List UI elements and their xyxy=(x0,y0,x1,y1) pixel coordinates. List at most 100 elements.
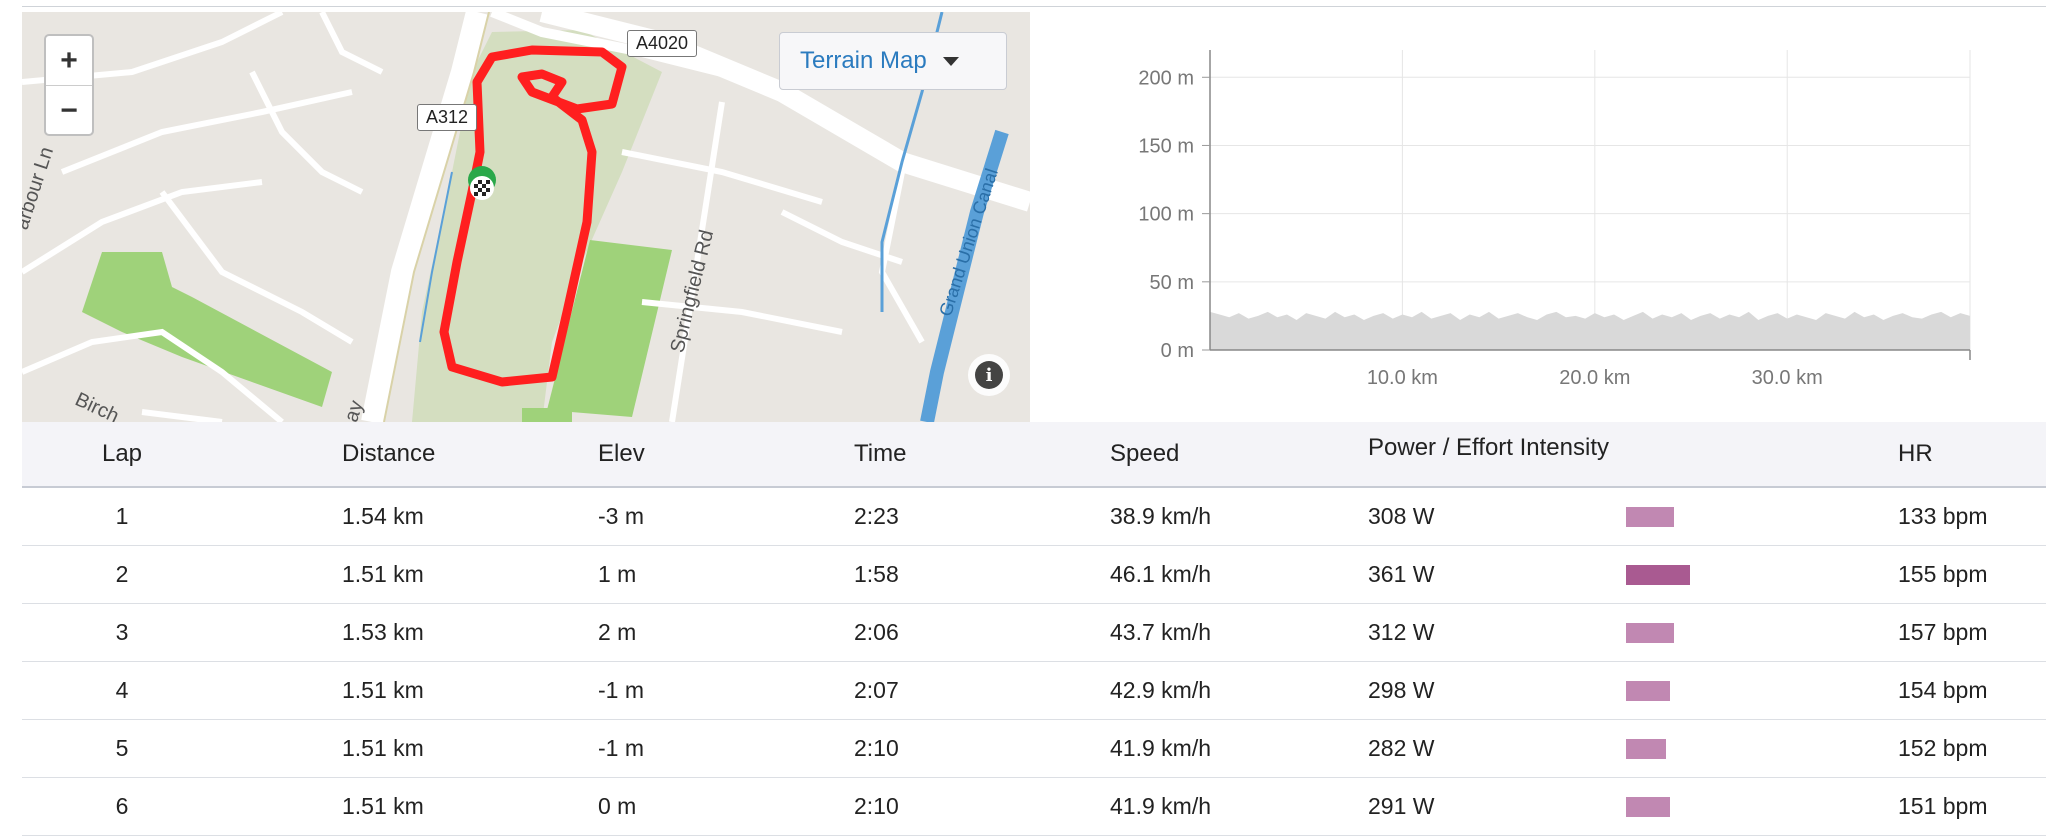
header-distance[interactable]: Distance xyxy=(342,440,436,467)
table-body: 1 1.54 km -3 m 2:23 38.9 km/h 308 W 133 … xyxy=(22,488,2046,836)
attribution-info-button[interactable]: i xyxy=(968,354,1010,396)
y-axis-ticks: 0 m 50 m 100 m 150 m 200 m xyxy=(1138,67,1210,362)
lap-time: 2:07 xyxy=(854,677,899,703)
table-row[interactable]: 5 1.51 km -1 m 2:10 41.9 km/h 282 W 152 … xyxy=(22,720,2046,778)
table-header: Lap Distance Elev Time Speed Power / Eff… xyxy=(22,422,2046,488)
lap-number: 4 xyxy=(115,677,129,703)
route-path xyxy=(439,45,627,387)
lap-number: 5 xyxy=(115,735,129,761)
x-tick-label: 10.0 km xyxy=(1367,367,1438,389)
elevation-area xyxy=(1210,311,1970,350)
table-row[interactable]: 1 1.54 km -3 m 2:23 38.9 km/h 308 W 133 … xyxy=(22,488,2046,546)
zoom-out-button[interactable]: − xyxy=(60,93,78,127)
intensity-bar xyxy=(1626,680,1670,701)
header-speed[interactable]: Speed xyxy=(1110,440,1180,467)
lap-speed: 38.9 km/h xyxy=(1110,503,1211,529)
intensity-bar xyxy=(1626,738,1666,759)
intensity-bar xyxy=(1626,622,1674,643)
elevation-chart: 0 m 50 m 100 m 150 m 200 m 10.0 km 20.0 km 30.… xyxy=(1138,50,1971,389)
lap-speed: 46.1 km/h xyxy=(1110,561,1211,587)
header-lap[interactable]: Lap xyxy=(101,440,143,467)
lap-distance: 1.54 km xyxy=(342,503,424,529)
road-label-a4020: A4020 xyxy=(627,30,698,57)
lap-number: 2 xyxy=(115,561,129,587)
lap-time: 1:58 xyxy=(854,561,899,587)
table-row[interactable]: 6 1.51 km 0 m 2:10 41.9 km/h 291 W 151 b… xyxy=(22,778,2046,836)
lap-intensity xyxy=(1626,720,1666,777)
laps-table: Lap Distance Elev Time Speed Power / Eff… xyxy=(22,422,2046,836)
lap-hr: 133 bpm xyxy=(1898,503,1988,529)
lap-hr: 157 bpm xyxy=(1898,619,1988,645)
lap-elev: -1 m xyxy=(598,677,644,703)
lap-elev: 0 m xyxy=(598,793,637,819)
chart-grid xyxy=(1210,50,1971,351)
top-divider xyxy=(22,6,2046,7)
lap-power: 298 W xyxy=(1368,677,1435,703)
finish-flag-icon xyxy=(474,180,490,196)
lap-power: 282 W xyxy=(1368,735,1435,761)
header-hr[interactable]: HR xyxy=(1898,440,1933,467)
zoom-in-button[interactable]: + xyxy=(46,36,92,86)
lap-intensity xyxy=(1626,662,1670,719)
lap-hr: 151 bpm xyxy=(1898,793,1988,819)
header-power[interactable]: Power / Effort Intensity xyxy=(1368,434,1609,461)
lap-distance: 1.51 km xyxy=(342,793,424,819)
lap-distance: 1.51 km xyxy=(342,677,424,703)
table-row[interactable]: 2 1.51 km 1 m 1:58 46.1 km/h 361 W 155 b… xyxy=(22,546,2046,604)
map-type-label: Terrain Map xyxy=(800,47,927,74)
a4020-road xyxy=(539,12,1030,212)
sports-field xyxy=(547,240,672,417)
lap-time: 2:10 xyxy=(854,793,899,819)
zoom-control: + − xyxy=(44,34,94,136)
x-tick-label: 30.0 km xyxy=(1752,367,1823,389)
table-row[interactable]: 4 1.51 km -1 m 2:07 42.9 km/h 298 W 154 … xyxy=(22,662,2046,720)
table-row[interactable]: 3 1.53 km 2 m 2:06 43.7 km/h 312 W 157 b… xyxy=(22,604,2046,662)
lap-distance: 1.53 km xyxy=(342,619,424,645)
a312-road xyxy=(361,12,488,422)
intensity-bar xyxy=(1626,796,1670,817)
y-tick-label: 50 m xyxy=(1150,272,1194,294)
lap-power: 308 W xyxy=(1368,503,1435,529)
lap-elev: -3 m xyxy=(598,503,644,529)
lap-distance: 1.51 km xyxy=(342,735,424,761)
green-patch xyxy=(522,408,572,422)
road-label-a312: A312 xyxy=(417,104,478,131)
lap-elev: 1 m xyxy=(598,561,637,587)
lap-number: 3 xyxy=(115,619,129,645)
lap-number: 1 xyxy=(115,503,129,529)
caret-down-icon xyxy=(942,56,959,66)
lap-elev: 2 m xyxy=(598,619,637,645)
header-elev[interactable]: Elev xyxy=(598,440,645,467)
header-time[interactable]: Time xyxy=(854,440,907,467)
lap-speed: 41.9 km/h xyxy=(1110,735,1211,761)
lap-intensity xyxy=(1626,604,1674,661)
lap-elev: -1 m xyxy=(598,735,644,761)
lap-hr: 155 bpm xyxy=(1898,561,1988,587)
lap-number: 6 xyxy=(115,793,129,819)
map-type-dropdown[interactable]: Terrain Map xyxy=(779,32,1007,90)
route-map[interactable]: + − Terrain Map A4020 A312 arbour Ln Spr… xyxy=(22,12,1030,422)
canal xyxy=(920,129,1009,422)
intensity-bar xyxy=(1626,506,1674,527)
lap-power: 291 W xyxy=(1368,793,1435,819)
y-tick-label: 200 m xyxy=(1138,67,1194,89)
y-tick-label: 0 m xyxy=(1161,340,1194,362)
y-tick-label: 150 m xyxy=(1138,135,1194,157)
info-icon: i xyxy=(975,361,1003,389)
lap-time: 2:10 xyxy=(854,735,899,761)
green-area xyxy=(82,252,332,407)
y-tick-label: 100 m xyxy=(1138,204,1194,226)
lap-time: 2:06 xyxy=(854,619,899,645)
lap-time: 2:23 xyxy=(854,503,899,529)
lap-speed: 43.7 km/h xyxy=(1110,619,1211,645)
x-tick-label: 20.0 km xyxy=(1559,367,1630,389)
x-axis-ticks: 10.0 km 20.0 km 30.0 km xyxy=(1367,367,1823,389)
lap-hr: 154 bpm xyxy=(1898,677,1988,703)
lap-hr: 152 bpm xyxy=(1898,735,1988,761)
lap-intensity xyxy=(1626,546,1690,603)
lap-intensity xyxy=(1626,488,1674,545)
lap-speed: 41.9 km/h xyxy=(1110,793,1211,819)
lap-distance: 1.51 km xyxy=(342,561,424,587)
intensity-bar xyxy=(1626,564,1690,585)
lap-power: 361 W xyxy=(1368,561,1435,587)
